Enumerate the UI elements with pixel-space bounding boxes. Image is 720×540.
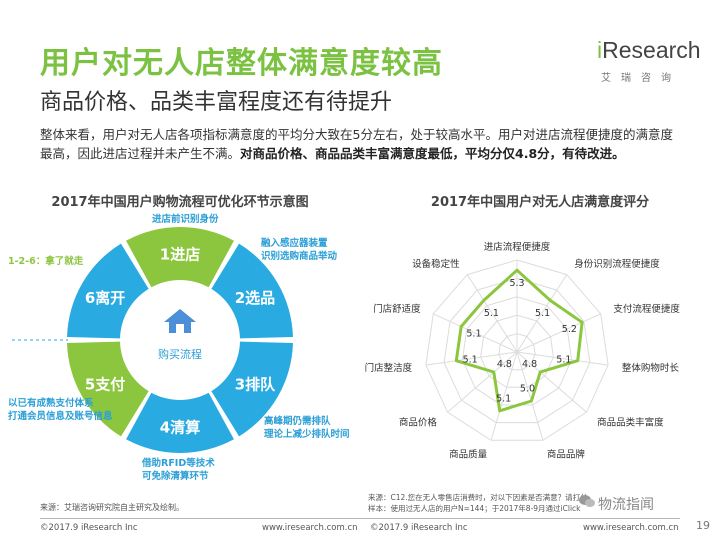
radar-series-line	[454, 268, 584, 413]
radar-axis-label: 整体购物时长	[622, 362, 680, 374]
radar-spoke	[490, 351, 518, 441]
logo-chinese: 艾瑞咨询	[601, 73, 681, 84]
footer-divider	[40, 518, 680, 519]
radar-data-label: 5.1	[466, 328, 481, 339]
iresearch-logo: iResearch 艾瑞咨询	[597, 37, 701, 97]
radar-ring	[425, 259, 609, 441]
radar-data-label: 4.8	[522, 359, 537, 370]
radar-axis-label: 商品品类丰富度	[597, 416, 664, 428]
radar-spoke	[466, 274, 518, 353]
radar-spoke	[516, 351, 544, 441]
center-circle	[123, 283, 237, 397]
step-label-queue: 3排队	[235, 375, 276, 393]
radar-spoke	[447, 351, 518, 413]
radar-data-labels: 5.35.15.25.14.85.05.14.85.15.15.1	[463, 278, 577, 404]
diagram-annotations: 进店前识别身份融入感应器装置识别选购商品举动高峰期仍需排队理论上减少排队时间借助…	[8, 213, 350, 482]
radar-axis-label: 支付流程便捷度	[613, 303, 680, 315]
radar-grid	[425, 259, 609, 441]
footer-copyright-left: ©2017.9 iResearch Inc	[40, 523, 138, 533]
logo-prefix: i	[597, 37, 603, 63]
radar-ring	[480, 314, 554, 388]
ring-segment-leave	[67, 243, 149, 339]
source-right-line2: 样本：使用过无人店的用户N=144；于2017年8-9月通过iClick	[368, 504, 581, 513]
step-label-leave: 6离开	[85, 289, 125, 307]
center-label: 购买流程	[158, 347, 202, 361]
radar-series	[454, 268, 584, 413]
radar-spoke	[425, 351, 518, 366]
radar-data-label: 5.2	[562, 324, 577, 335]
radar-data-label: 5.0	[520, 384, 535, 395]
radar-spoke	[433, 313, 518, 353]
radar-data-label: 4.8	[497, 359, 512, 370]
radar-axis-label: 设备稳定性	[412, 258, 460, 270]
source-right: 来源：C12.您在无人零售店消费时，对以下因素是否满意？请打分 样本：使用过无人…	[368, 492, 588, 514]
diagram-title: 2017年中国用户购物流程可优化环节示意图	[51, 195, 309, 210]
radar-spoke	[516, 351, 587, 413]
radar-chart-title: 2017年中国用户对无人店满意度评分	[430, 195, 650, 210]
page-number: 19	[696, 519, 710, 532]
ring-segments	[67, 227, 293, 454]
annotation-pay: 以已有成熟支付体系打通会员信息及账号信息	[8, 397, 113, 422]
radar-data-label: 5.1	[556, 355, 571, 366]
radar-data-label: 5.1	[496, 393, 511, 404]
summary-bold: 对商品价格、商品品类丰富满意度最低，平均分仅4.8分，有待改进。	[240, 146, 625, 161]
radar-data-label: 5.1	[535, 308, 550, 319]
ring-segment-select	[211, 243, 293, 339]
radar-spoke	[516, 313, 601, 353]
annotation-leave: 1-2-6：拿了就走	[8, 255, 84, 267]
ring-segment-enter	[126, 227, 234, 288]
wechat-watermark: 物流指闻	[598, 497, 654, 513]
step-label-select: 2选品	[235, 289, 275, 307]
logo-main-text: Research	[602, 37, 701, 63]
source-right-line1: 来源：C12.您在无人零售店消费时，对以下因素是否满意？请打分	[368, 493, 588, 502]
radar-data-label: 5.3	[509, 278, 524, 289]
step-label-settle: 4清算	[160, 419, 200, 437]
radar-ring	[498, 333, 536, 371]
page-title: 用户对无人店整体满意度较高	[40, 46, 443, 81]
wechat-icon	[579, 495, 595, 507]
source-left: 来源：艾瑞咨询研究院自主研究及绘制。	[40, 503, 184, 512]
ring-segment-pay	[67, 341, 149, 437]
radar-axis-label: 商品价格	[399, 416, 438, 428]
annotation-queue: 高峰期仍需排队理论上减少排队时间	[264, 415, 350, 440]
radar-axis-labels: 进店流程便捷度身份识别流程便捷度支付流程便捷度整体购物时长商品品类丰富度商品品牌…	[365, 241, 681, 461]
footer-url-right: www.iresearch.com.cn	[583, 523, 679, 533]
footer-copyright-right: ©2017.9 iResearch Inc	[370, 523, 468, 533]
radar-spoke	[516, 274, 568, 353]
radar-axis-label: 身份识别流程便捷度	[574, 258, 660, 270]
step-labels: 1进店 2选品 3排队 4清算 5支付 6离开	[85, 246, 276, 437]
annotation-enter: 进店前识别身份	[152, 213, 219, 225]
ring-segment-settle	[126, 392, 234, 454]
summary-normal: 整体来看，用户对无人店各项指标满意度的平均分大致在5分左右，处于较高水平。用户对…	[40, 127, 673, 161]
footer-url-left: www.iresearch.com.cn	[262, 523, 358, 533]
step-label-enter: 1进店	[160, 246, 200, 264]
annotation-settle: 借助RFID等技术可免除清算环节	[141, 457, 215, 482]
radar-axis-label: 进店流程便捷度	[484, 241, 551, 253]
radar-spoke	[516, 351, 609, 366]
radar-axis-label: 商品品牌	[547, 449, 586, 461]
ring-segment-queue	[211, 341, 293, 437]
step-label-pay: 5支付	[85, 375, 125, 393]
radar-axis-label: 商品质量	[449, 449, 488, 461]
radar-data-label: 5.1	[484, 308, 499, 319]
radar-axis-label: 门店舒适度	[373, 303, 421, 315]
page-subtitle: 商品价格、品类丰富程度还有待提升	[40, 90, 393, 115]
summary-paragraph: 整体来看，用户对无人店各项指标满意度的平均分大致在5分左右，处于较高水平。用户对…	[40, 125, 680, 163]
annotation-select: 融入感应器装置识别选购商品举动	[261, 237, 338, 262]
logo-wordmark: iResearch	[597, 37, 701, 64]
house-icon	[164, 309, 196, 333]
radar-axis-label: 门店整洁度	[365, 362, 413, 374]
radar-data-label: 5.1	[463, 355, 478, 366]
radar-ring	[443, 277, 591, 424]
